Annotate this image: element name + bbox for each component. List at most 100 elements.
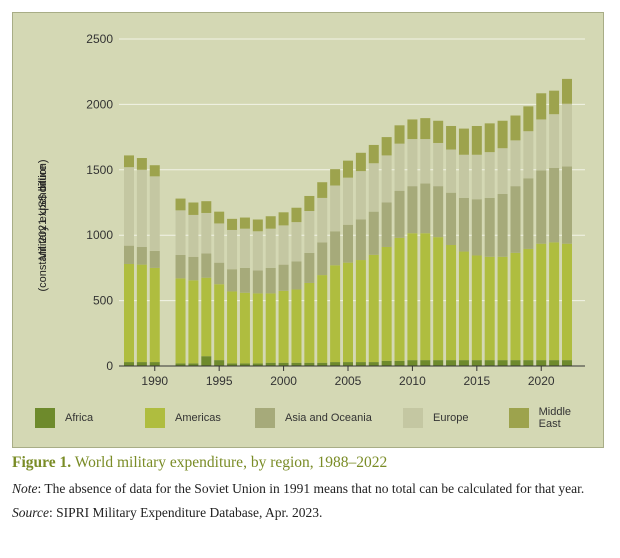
note-text: : The absence of data for the Soviet Uni… [37, 481, 585, 496]
bar-segment-americas [446, 245, 457, 361]
y-tick-label: 2000 [86, 97, 113, 111]
bar-segment-asia-and-oceania [497, 193, 508, 257]
bar-segment-americas [355, 260, 366, 363]
bar-segment-europe [124, 167, 134, 246]
bar-segment-americas [368, 254, 379, 363]
bar-segment-middle-east [136, 158, 147, 170]
bar-segment-africa [471, 360, 482, 366]
bar-segment-middle-east [265, 216, 276, 229]
bar-segment-africa [291, 362, 302, 366]
bar-segment-americas [562, 243, 572, 361]
figure-title: Figure 1. World military expenditure, by… [12, 454, 612, 472]
bar-segment-europe [175, 210, 186, 255]
bar-segment-asia-and-oceania [188, 256, 199, 281]
bar-segment-asia-and-oceania [291, 261, 302, 290]
legend: Africa Americas Asia and Oceania Europe Midd… [35, 406, 595, 430]
bar-segment-middle-east [368, 144, 379, 164]
y-tick-label: 500 [93, 294, 113, 308]
legend-swatch [255, 408, 275, 428]
x-tick-label: 2010 [399, 374, 426, 388]
y-tick-label: 1500 [86, 163, 113, 177]
bar-segment-africa [304, 362, 315, 366]
bar-segment-africa [381, 360, 392, 366]
bar-segment-americas [523, 248, 534, 361]
bar-segment-americas [291, 289, 302, 363]
figure-title-text: World military expenditure, by region, 1… [71, 454, 388, 471]
bar-segment-africa [446, 360, 457, 366]
bar-segment-asia-and-oceania [420, 183, 431, 234]
bar-segment-africa [317, 362, 328, 366]
bar-segment-americas [214, 284, 225, 361]
bar-segment-middle-east [201, 201, 212, 213]
y-axis-label-line1: Military expenditure [37, 165, 49, 260]
bar-segment-europe [549, 114, 560, 168]
bar-segment-europe [381, 155, 392, 203]
bar-segment-africa [227, 363, 238, 366]
bar-segment-asia-and-oceania [355, 219, 366, 261]
bar-segment-middle-east [343, 160, 353, 178]
bar-segment-middle-east [214, 211, 225, 224]
bar-segment-asia-and-oceania [549, 167, 560, 243]
bar-segment-americas [394, 237, 405, 361]
legend-item: Americas [145, 406, 221, 430]
bar-segment-americas [188, 280, 199, 364]
bar-segment-middle-east [484, 123, 495, 153]
y-tick-label: 1000 [86, 228, 113, 242]
bar-segment-africa [497, 360, 508, 366]
chart-svg: 0 500 1000 1500 2000 2500 Military expenditure… [37, 32, 585, 388]
bar-segment-americas [124, 263, 134, 363]
bar-segment-asia-and-oceania [394, 190, 405, 238]
x-tick-label: 2005 [335, 374, 362, 388]
legend-item: Europe [403, 406, 468, 430]
bar-segment-asia-and-oceania [562, 166, 572, 244]
bar-segment-africa [239, 363, 250, 366]
bar-segment-europe [317, 197, 328, 243]
bar-segment-asia-and-oceania [304, 252, 315, 283]
bar-segment-americas [381, 246, 392, 361]
bar-segment-africa [484, 360, 495, 366]
bar-segment-europe [368, 163, 379, 212]
bar-segment-asia-and-oceania [175, 254, 186, 279]
bar-segment-africa [458, 360, 469, 366]
bar-segment-asia-and-oceania [317, 242, 328, 276]
bar-segment-americas [330, 265, 341, 363]
bar-segment-americas [252, 293, 263, 364]
bar-segment-middle-east [497, 120, 508, 149]
bar-segment-asia-and-oceania [407, 186, 418, 234]
bar-segment-americas [317, 275, 328, 363]
bar-segment-middle-east [188, 202, 199, 215]
bar-segment-americas [471, 255, 482, 361]
legend-label: Asia and Oceania [285, 412, 372, 424]
bar-segment-africa [368, 362, 379, 366]
bar-segment-europe [420, 139, 431, 184]
legend-label: Americas [175, 412, 221, 424]
bar-segment-middle-east [549, 90, 560, 115]
bar-segment-europe [407, 139, 418, 187]
bar-segment-middle-east [458, 128, 469, 155]
bar-segment-middle-east [304, 195, 315, 212]
legend-swatch [35, 408, 55, 428]
bar-segment-americas [536, 243, 547, 361]
bar-segment-africa [407, 360, 418, 366]
bar-segment-europe [497, 148, 508, 194]
bar-segment-europe [471, 154, 482, 200]
bar-segment-europe [536, 119, 547, 171]
bar-segment-europe [201, 212, 212, 254]
bar-segment-africa [420, 360, 431, 366]
bar-segment-americas [265, 293, 276, 363]
bar-segment-europe [149, 176, 160, 251]
bar-segment-europe [265, 228, 276, 268]
bar-segment-africa [433, 360, 444, 366]
legend-item: Middle East [509, 406, 595, 430]
figure-note: Note: The absence of data for the Soviet… [12, 479, 612, 498]
bar-segment-middle-east [510, 115, 521, 141]
legend-item: Africa [35, 406, 93, 430]
bar-segment-asia-and-oceania [214, 262, 225, 285]
bar-segment-americas [433, 237, 444, 361]
legend-item: Asia and Oceania [255, 406, 372, 430]
x-tick-label: 2000 [270, 374, 297, 388]
bar-segment-africa [549, 360, 560, 366]
bar-segment-asia-and-oceania [368, 211, 379, 255]
bar-segment-europe [433, 142, 444, 187]
bar-segment-europe [239, 228, 250, 268]
